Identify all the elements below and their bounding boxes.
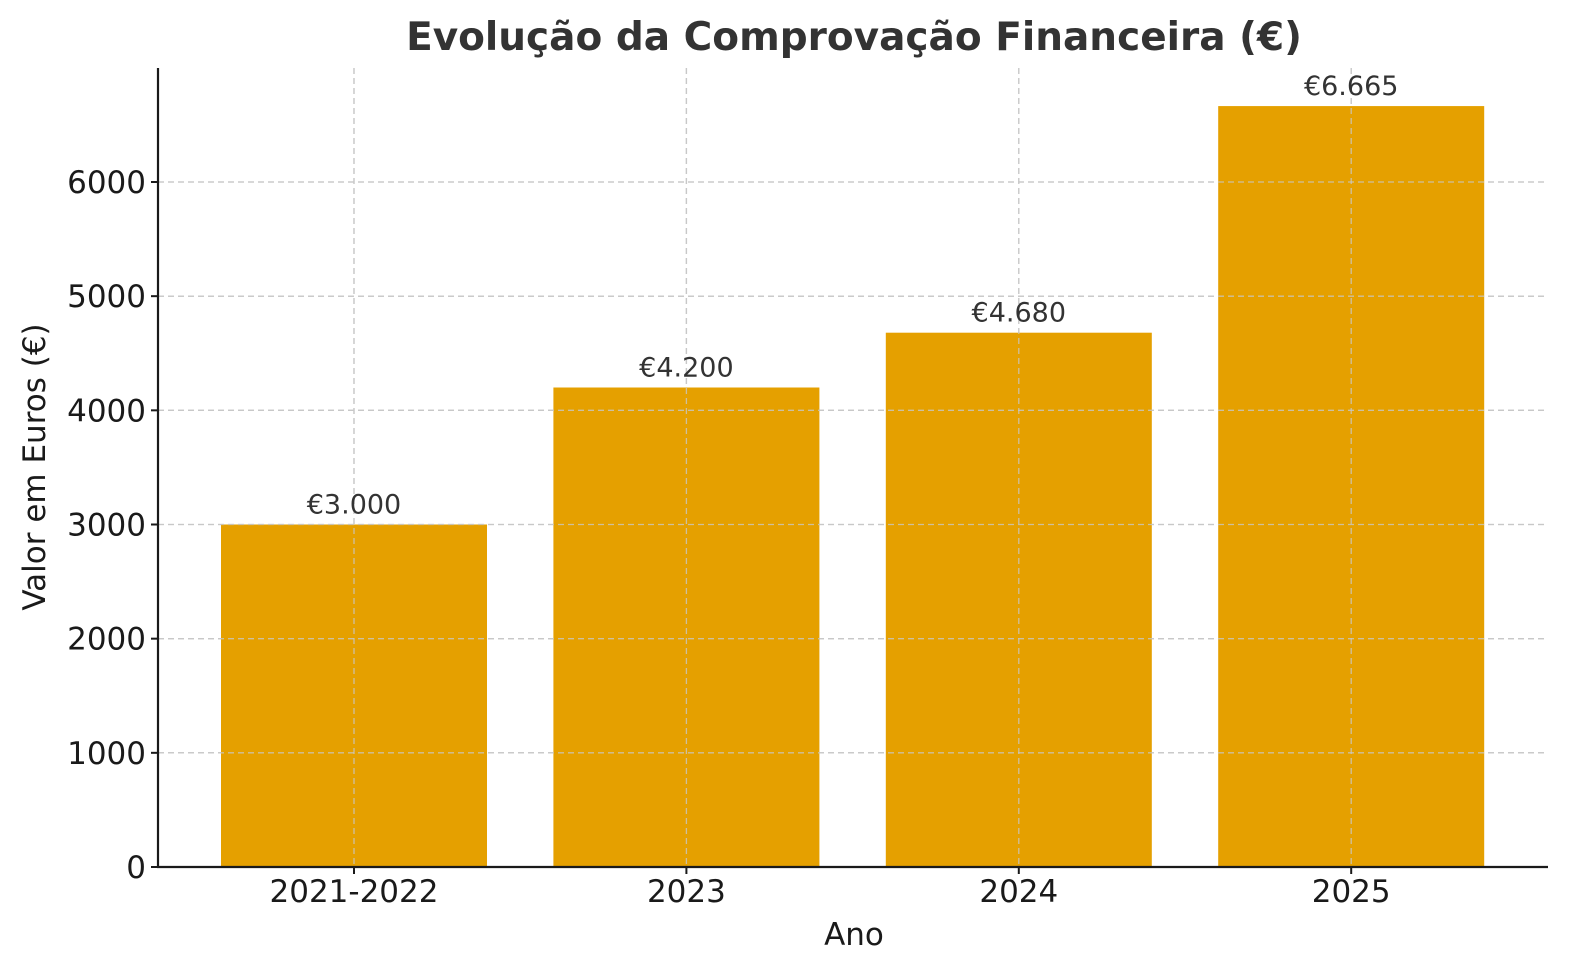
chart-title: Evolução da Comprovação Financeira (€) <box>406 15 1302 60</box>
data-labels: €3.000 €4.200 €4.680 €6.665 <box>307 71 1399 520</box>
y-axis-label: Valor em Euros (€) <box>17 323 53 610</box>
bar-value-label: €4.200 <box>639 353 733 384</box>
y-tick-label: 1000 <box>67 736 146 772</box>
bar-2023 <box>553 387 820 867</box>
ticks: 0 1000 2000 3000 4000 5000 6000 2021-2022 2023 20… <box>67 165 1391 910</box>
bars <box>158 68 1548 868</box>
bar-value-label: €6.665 <box>1304 71 1398 102</box>
x-tick-label: 2025 <box>1312 874 1391 910</box>
y-tick-label: 5000 <box>67 279 146 315</box>
bar-value-label: €4.680 <box>972 298 1066 329</box>
y-tick-label: 0 <box>126 850 146 886</box>
axes <box>156 68 1548 869</box>
bar-2021-2022 <box>221 524 487 867</box>
x-axis-label: Ano <box>824 917 884 953</box>
x-tick-label: 2024 <box>979 874 1058 910</box>
x-tick-label: 2021-2022 <box>270 874 439 910</box>
y-tick-label: 4000 <box>67 393 146 429</box>
y-tick-label: 6000 <box>67 165 146 201</box>
x-tick-label: 2023 <box>647 874 726 910</box>
y-tick-label: 2000 <box>67 622 146 658</box>
bar-value-label: €3.000 <box>307 490 401 521</box>
y-tick-label: 3000 <box>67 508 146 544</box>
